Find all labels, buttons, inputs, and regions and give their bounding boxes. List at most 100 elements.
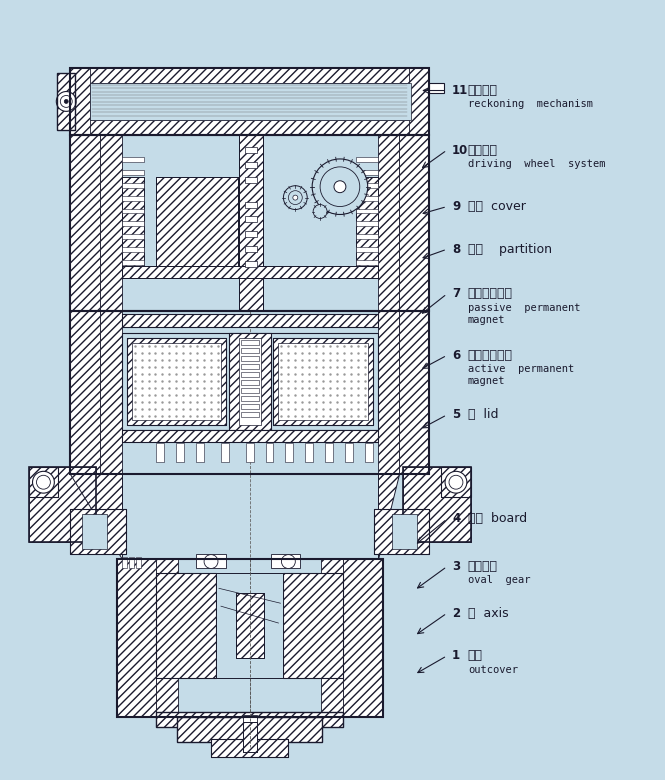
Circle shape [293, 195, 298, 200]
Bar [404, 467, 471, 542]
Bar [441, 467, 471, 497]
Text: magnet: magnet [468, 376, 505, 386]
Bar [241, 412, 259, 417]
Circle shape [313, 204, 327, 218]
Circle shape [283, 186, 307, 210]
Bar [70, 135, 100, 310]
Bar [156, 573, 216, 678]
Bar [441, 467, 471, 497]
Bar [122, 260, 144, 265]
Bar [364, 442, 372, 463]
Bar [29, 467, 96, 542]
Bar [122, 266, 378, 278]
Text: outcover: outcover [468, 665, 518, 675]
Bar [229, 334, 271, 430]
Bar [122, 247, 144, 252]
Bar [122, 157, 144, 162]
Bar [241, 364, 259, 369]
Bar [216, 573, 283, 678]
Text: 传动轮系: 传动轮系 [468, 144, 498, 157]
Bar [356, 170, 378, 175]
Bar [156, 177, 238, 266]
Bar [122, 430, 378, 441]
Bar [156, 712, 343, 727]
Bar [122, 334, 378, 430]
Bar [279, 343, 368, 420]
Bar [236, 594, 263, 658]
Bar [70, 135, 429, 310]
Bar [178, 718, 322, 742]
Bar [241, 388, 259, 393]
Bar [122, 222, 144, 226]
Bar [246, 442, 253, 463]
Bar [178, 558, 321, 712]
Bar [70, 509, 126, 554]
Bar [70, 310, 100, 474]
Text: 椭圆齿轮: 椭圆齿轮 [468, 560, 498, 573]
Text: 4: 4 [452, 512, 460, 526]
Bar [100, 310, 122, 474]
Bar [241, 356, 259, 361]
Bar [129, 557, 134, 569]
Bar [70, 68, 429, 135]
Polygon shape [70, 474, 122, 558]
Bar [70, 509, 126, 554]
Polygon shape [70, 474, 122, 558]
Bar [57, 73, 75, 130]
Text: 主动永久磁铁: 主动永久磁铁 [468, 349, 513, 362]
Bar [122, 234, 144, 239]
Bar [356, 260, 378, 265]
Bar [356, 177, 378, 266]
Bar [378, 135, 400, 310]
Bar [378, 310, 400, 474]
Text: 6: 6 [452, 349, 460, 362]
Bar [122, 177, 144, 266]
Circle shape [57, 91, 76, 112]
Bar [245, 162, 257, 168]
Bar [410, 68, 429, 135]
Bar [132, 343, 221, 420]
Bar [285, 442, 293, 463]
Bar [156, 573, 216, 678]
Text: 躯壳: 躯壳 [468, 649, 483, 662]
Bar [241, 349, 259, 353]
Bar [236, 594, 263, 658]
Bar [196, 442, 204, 463]
Text: 2: 2 [452, 607, 460, 619]
Bar [178, 718, 322, 742]
Bar [156, 177, 238, 266]
Bar [156, 712, 343, 727]
Bar [283, 573, 343, 678]
Text: magnet: magnet [468, 314, 505, 324]
Text: 隔板    partition: 隔板 partition [468, 243, 552, 256]
Bar [211, 739, 289, 757]
Polygon shape [378, 474, 400, 558]
Text: active  permanent: active permanent [468, 364, 574, 374]
Text: 10: 10 [452, 144, 468, 157]
Circle shape [334, 181, 346, 193]
Bar [29, 467, 59, 497]
Bar [404, 467, 471, 542]
Circle shape [445, 471, 467, 493]
Bar [356, 208, 378, 214]
Bar [241, 404, 259, 409]
Bar [70, 310, 429, 474]
Bar [245, 177, 257, 183]
Bar [356, 196, 378, 200]
Bar [90, 83, 412, 120]
Text: driving  wheel  system: driving wheel system [468, 159, 605, 169]
Bar [343, 558, 382, 718]
Circle shape [65, 99, 68, 104]
Bar [321, 558, 343, 718]
Bar [122, 135, 378, 310]
Circle shape [33, 471, 55, 493]
Text: 被动永久磁铁: 被动永久磁铁 [468, 287, 513, 300]
Bar [271, 554, 301, 569]
Text: passive  permanent: passive permanent [468, 303, 581, 313]
Bar [117, 558, 382, 718]
Bar [429, 83, 444, 93]
Text: 外壳  cover: 外壳 cover [468, 200, 526, 213]
Bar [400, 310, 429, 474]
Text: oval  gear: oval gear [468, 576, 531, 586]
Bar [374, 509, 429, 554]
